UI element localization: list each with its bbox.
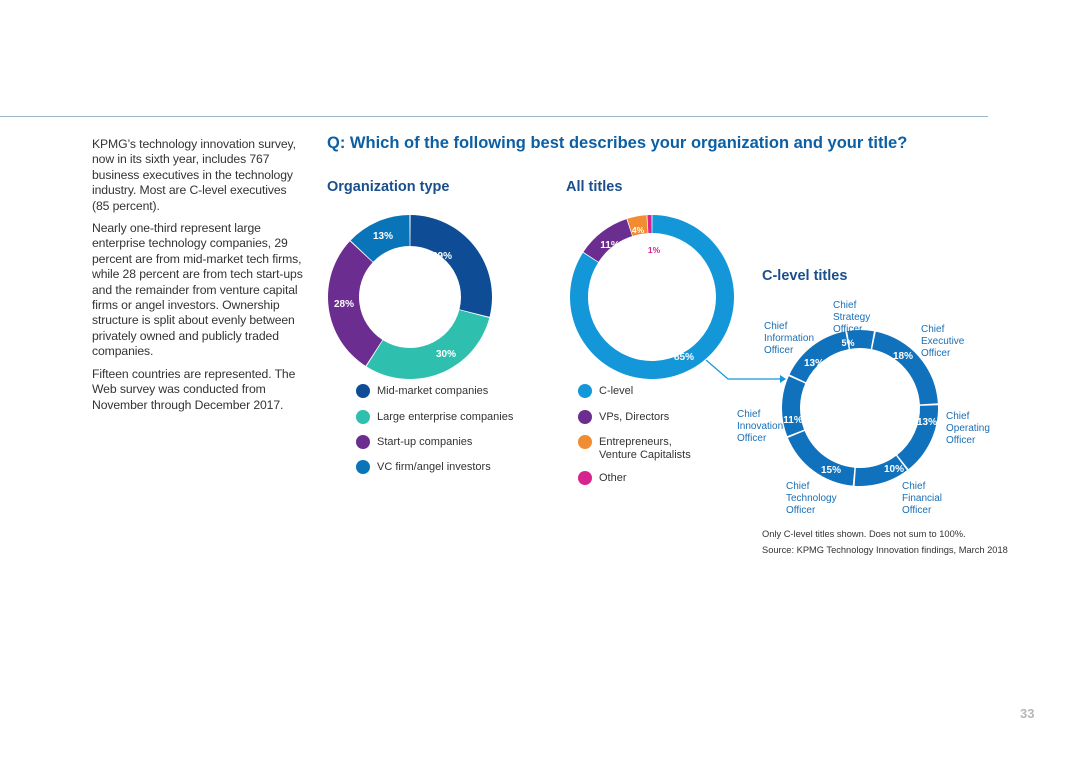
org-type-title: Organization type [327, 179, 450, 195]
clevel-cat-cto: Chief Technology Officer [786, 481, 837, 516]
legend-swatch [578, 384, 592, 398]
clevel-label-cio: 13% [804, 358, 824, 369]
intro-paragraph-1: KPMG’s technology innovation survey, now… [92, 137, 296, 213]
org-type-legend: Mid-market companies Large enterprise co… [356, 384, 536, 484]
legend-label: Entrepreneurs, Venture Capitalists [599, 436, 691, 461]
all-label-entrepreneurs: 4% [632, 225, 645, 235]
legend-label: VPs, Directors [599, 411, 670, 423]
clevel-slice-3 [787, 430, 855, 486]
intro-paragraph-2: Nearly one-third represent large enterpr… [92, 221, 303, 359]
page-number: 33 [1020, 706, 1035, 721]
top-rule [0, 116, 988, 117]
legend-label: Start-up companies [377, 436, 473, 448]
clevel-slice-4 [782, 376, 806, 437]
all-titles-legend: C-level VPs, Directors Entrepreneurs, Ve… [578, 384, 718, 494]
org-slice-1 [366, 310, 490, 379]
legend-label: Other [599, 472, 627, 484]
clevel-label-cino: 11% [783, 415, 803, 426]
all-label-c-level: 85% [674, 352, 694, 363]
all-titles-donut: 85% 11% 4% 1% [570, 215, 734, 379]
footnote: Only C-level titles shown. Does not sum … [762, 529, 966, 539]
clevel-cat-coo: Chief Operating Officer [946, 411, 990, 446]
legend-label: Large enterprise companies [377, 411, 514, 423]
c-level-donut: 18% 13% 10% 15% 11% 13% 5% [782, 330, 938, 486]
org-type-donut: 29% 30% 28% 13% [328, 215, 492, 379]
connector-arrow [705, 359, 786, 383]
org-slice-0 [410, 215, 492, 317]
c-level-title: C-level titles [762, 268, 848, 284]
org-label-start-up: 28% [334, 299, 354, 310]
legend-label: Mid-market companies [377, 385, 489, 397]
clevel-slice-5 [789, 331, 849, 383]
legend-swatch [578, 410, 592, 424]
legend-label: VC firm/angel investors [377, 461, 491, 473]
all-slice-2 [627, 215, 648, 236]
all-label-vps-directors: 11% [600, 240, 620, 251]
org-slice-2 [328, 241, 383, 366]
all-label-other: 1% [648, 245, 661, 255]
org-label-mid-market: 29% [432, 251, 452, 262]
all-slice-3 [647, 215, 652, 234]
clevel-cat-ceo: Chief Executive Officer [921, 324, 965, 359]
legend-swatch [356, 410, 370, 424]
legend-swatch [356, 460, 370, 474]
legend-swatch [356, 435, 370, 449]
legend-swatch [356, 384, 370, 398]
source-note: Source: KPMG Technology Innovation findi… [762, 545, 1008, 555]
clevel-cat-cfo: Chief Financial Officer [902, 481, 943, 516]
clevel-label-ceo: 18% [893, 351, 913, 362]
all-slice-1 [583, 219, 633, 262]
clevel-slice-6 [847, 330, 874, 349]
clevel-slice-1 [897, 405, 938, 470]
clevel-cat-cso: Chief Strategy Officer [833, 300, 871, 335]
intro-text: KPMG’s technology innovation survey, now… [92, 137, 307, 420]
all-titles-title: All titles [566, 179, 623, 195]
clevel-slice-2 [854, 455, 907, 486]
intro-paragraph-3: Fifteen countries are represented. The W… [92, 366, 296, 412]
legend-label: C-level [599, 385, 634, 397]
org-slice-3 [350, 215, 410, 262]
clevel-label-cso: 5% [841, 338, 854, 348]
clevel-label-cfo: 10% [884, 464, 904, 475]
clevel-cat-cino: Chief Innovation Officer [737, 409, 784, 444]
clevel-slice-0 [872, 331, 938, 405]
clevel-label-cto: 15% [821, 465, 841, 476]
legend-swatch [578, 435, 592, 449]
clevel-label-coo: 13% [917, 417, 937, 428]
org-label-large-enterprise: 30% [436, 349, 456, 360]
legend-swatch [578, 471, 592, 485]
survey-question: Q: Which of the following best describes… [327, 134, 908, 152]
clevel-cat-cio: Chief Information Officer [764, 321, 815, 356]
org-label-vc-firm: 13% [373, 231, 393, 242]
